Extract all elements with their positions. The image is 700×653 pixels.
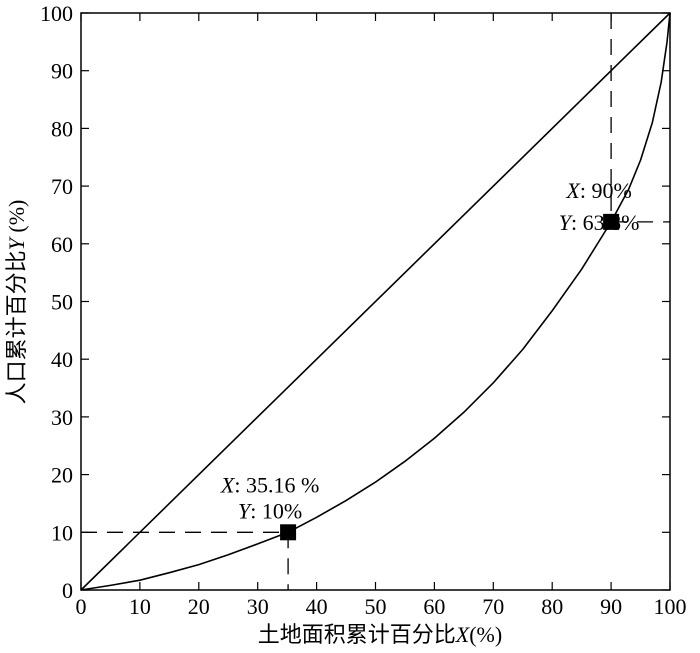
x-tick-label-10: 10 [129, 594, 151, 619]
x-tick-label-30: 30 [247, 594, 269, 619]
annotation-2-x-value: : 90% [580, 178, 632, 203]
annotation-1-x-var: X [220, 472, 236, 497]
annotation-2-y-var: Y [559, 210, 574, 235]
x-axis-title-prefix: 土地面积累计百分比 [258, 623, 456, 648]
x-tick-label-20: 20 [188, 594, 210, 619]
y-tick-label-60: 60 [51, 232, 73, 257]
y-tick-label-50: 50 [51, 290, 73, 315]
annotation-1-y-var: Y [238, 498, 253, 523]
annotation-1-x-value: : 35.16 % [234, 472, 319, 497]
lorenz-curve [80, 12, 671, 591]
y-tick-label-80: 80 [51, 116, 73, 141]
y-axis-title-unit: (%) [4, 200, 29, 238]
y-tick-label-20: 20 [51, 463, 73, 488]
x-tick-label-0: 0 [76, 594, 87, 619]
plot-area: 0 10 20 30 40 50 60 70 80 90 100 0 10 20 30 40 50 60 70 80 9… [40, 1, 687, 619]
annotation-1-marker [280, 524, 297, 541]
annotation-2-y-label: Y: 63.8% [559, 210, 640, 235]
y-axis-title-prefix: 人口累计百分比 [5, 250, 30, 404]
x-tick-label-100: 100 [654, 594, 687, 619]
annotation-2-marker [603, 213, 620, 230]
x-axis-title: 土地面积累计百分比X(%) [258, 622, 502, 648]
y-axis-title-var: Y [4, 235, 29, 250]
annotation-2-x-label: X: 90% [565, 178, 631, 203]
x-tick-label-70: 70 [482, 594, 504, 619]
annotation-1-y-label: Y: 10% [238, 498, 302, 523]
y-tick-label-40: 40 [51, 347, 73, 372]
x-tick-label-40: 40 [306, 594, 328, 619]
y-tick-label-0: 0 [62, 578, 73, 603]
y-tick-label-70: 70 [51, 174, 73, 199]
annotation-1-x-label: X: 35.16 % [220, 472, 319, 497]
x-tick-label-80: 80 [541, 594, 563, 619]
y-tick-label-10: 10 [51, 520, 73, 545]
x-tick-label-60: 60 [423, 594, 445, 619]
equality-line [80, 12, 671, 591]
y-tick-label-90: 90 [51, 59, 73, 84]
y-tick-label-100: 100 [40, 1, 73, 26]
y-tick-label-30: 30 [51, 405, 73, 430]
x-tick-label-90: 90 [600, 594, 622, 619]
x-axis-title-unit: (%) [469, 622, 502, 647]
annotation-1-y-value: : 10% [250, 498, 302, 523]
y-axis-title: 人口累计百分比Y (%) [4, 200, 30, 405]
x-axis-title-var: X [455, 622, 471, 647]
annotation-2-y-value: : 63.8% [571, 210, 639, 235]
annotation-2-x-var: X [565, 178, 581, 203]
x-tick-label-50: 50 [365, 594, 387, 619]
